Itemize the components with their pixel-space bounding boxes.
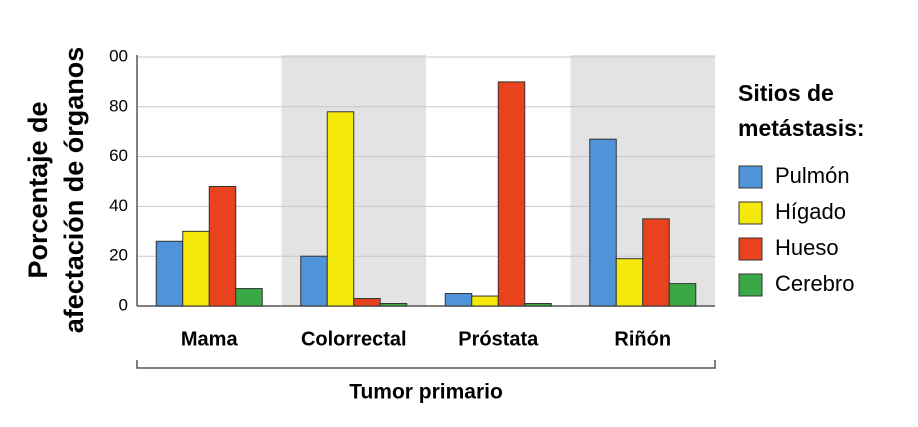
x-bracket [136, 360, 716, 369]
y-tick-label: 40 [109, 196, 128, 215]
bar [300, 255, 328, 307]
bar [444, 293, 473, 307]
legend-label: Hígado [775, 199, 846, 224]
bar [471, 295, 499, 307]
bar [235, 288, 263, 307]
bar [497, 81, 526, 307]
legend-swatch [738, 273, 763, 297]
bar [379, 303, 408, 307]
x-tick-label: Mama [181, 328, 239, 350]
legend-swatch [738, 165, 763, 189]
y-tick-label: 80 [109, 96, 128, 115]
y-tick-label: 20 [109, 246, 128, 265]
bar [326, 111, 355, 307]
bar [353, 298, 381, 307]
legend-label: Pulmón [775, 163, 850, 188]
bar [155, 240, 184, 307]
legend-label: Cerebro [775, 271, 854, 296]
x-tick-label: Próstata [458, 328, 539, 350]
y-tick-label: 00 [109, 46, 128, 65]
legend-swatch [738, 201, 763, 225]
bar [642, 218, 670, 307]
legend-title: metástasis: [738, 115, 865, 141]
bar [182, 230, 210, 307]
y-axis-label-line: afectación de órganos [59, 47, 89, 334]
legend-label: Hueso [775, 235, 839, 260]
legend-swatch [738, 237, 763, 261]
legend-title: Sitios de [738, 80, 834, 106]
y-tick-label: 0 [119, 295, 128, 314]
x-tick-label: Riñón [614, 328, 671, 350]
y-axis-label-line: Porcentaje de [23, 101, 53, 278]
bar [668, 283, 697, 307]
x-tick-label: Colorrectal [301, 328, 407, 350]
bar [524, 303, 552, 307]
bar [615, 258, 644, 307]
bar [589, 138, 617, 307]
bar [208, 185, 237, 307]
y-tick-label: 60 [109, 146, 128, 165]
x-axis-label: Tumor primario [349, 381, 503, 404]
